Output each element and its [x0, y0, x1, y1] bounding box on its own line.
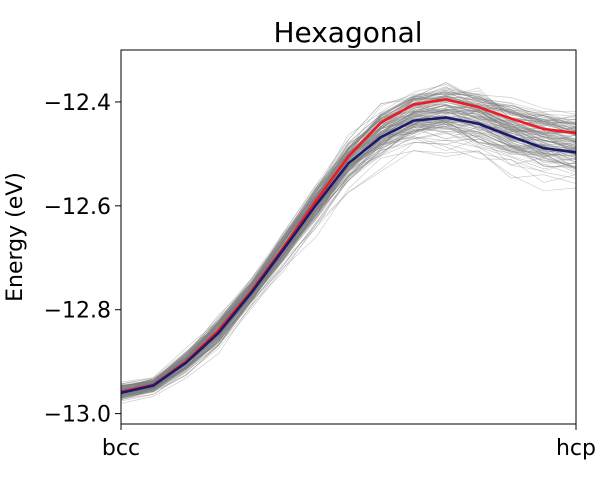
series-lines — [121, 98, 576, 395]
ensemble-line — [121, 122, 576, 398]
ensemble-line — [121, 98, 576, 389]
ensemble-line — [121, 92, 576, 389]
ensemble-line — [121, 120, 576, 394]
y-tick-label: −12.6 — [44, 195, 111, 220]
ensemble-line — [121, 120, 576, 398]
ensemble-line — [121, 116, 576, 392]
ensemble-line — [121, 121, 576, 399]
ensemble-line — [121, 119, 576, 391]
ensemble-line — [121, 92, 576, 384]
x-tick-label: hcp — [556, 436, 596, 461]
ensemble-line — [121, 123, 576, 398]
ensemble-line — [121, 97, 576, 387]
ensemble-line — [121, 128, 576, 397]
ensemble-line — [121, 97, 576, 385]
series-line-2 — [121, 116, 576, 395]
ensemble-line — [121, 142, 576, 400]
ensemble-line — [121, 124, 576, 398]
y-axis-label: Energy (eV) — [3, 172, 28, 302]
ensemble-lines — [121, 82, 576, 404]
ensemble-line — [121, 94, 576, 388]
ensemble-line — [121, 120, 576, 397]
ensemble-line — [121, 150, 576, 402]
ensemble-line — [121, 123, 576, 394]
ensemble-line — [121, 86, 576, 388]
x-tick-label: bcc — [102, 436, 140, 461]
ensemble-line — [121, 96, 576, 392]
ensemble-line — [121, 104, 576, 390]
ensemble-line — [121, 115, 576, 396]
ensemble-line — [121, 133, 576, 400]
ensemble-line — [121, 125, 576, 398]
ensemble-line — [121, 110, 576, 398]
ensemble-line — [121, 117, 576, 393]
ensemble-line — [121, 117, 576, 395]
ensemble-line — [121, 119, 576, 397]
ensemble-line — [121, 121, 576, 397]
ensemble-line — [121, 137, 576, 398]
ensemble-line — [121, 84, 576, 388]
ensemble-line — [121, 104, 576, 390]
ensemble-line — [121, 91, 576, 391]
ensemble-line — [121, 97, 576, 389]
ensemble-line — [121, 123, 576, 401]
x-axis: bcc hcp — [102, 424, 596, 461]
ensemble-line — [121, 139, 576, 404]
ensemble-line — [121, 117, 576, 397]
ensemble-line — [121, 128, 576, 397]
ensemble-line — [121, 102, 576, 391]
ensemble-line — [121, 99, 576, 390]
ensemble-line — [121, 135, 576, 399]
ensemble-line — [121, 95, 576, 390]
ensemble-line — [121, 87, 576, 385]
ensemble-line — [121, 129, 576, 396]
ensemble-line — [121, 93, 576, 389]
ensemble-line — [121, 93, 576, 387]
ensemble-line — [121, 124, 576, 394]
ensemble-line — [121, 118, 576, 395]
ensemble-line — [121, 95, 576, 387]
ensemble-line — [121, 99, 576, 391]
ensemble-line — [121, 82, 576, 386]
ensemble-line — [121, 150, 576, 399]
ensemble-line — [121, 87, 576, 393]
ensemble-line — [121, 91, 576, 388]
chart-title: Hexagonal — [273, 16, 422, 49]
ensemble-line — [121, 82, 576, 387]
ensemble-line — [121, 135, 576, 399]
ensemble-line — [121, 89, 576, 386]
ensemble-line — [121, 125, 576, 397]
ensemble-line — [121, 126, 576, 396]
ensemble-line — [121, 131, 576, 401]
y-axis: −13.0 −12.8 −12.6 −12.4 — [44, 91, 121, 428]
plot-frame — [120, 49, 577, 425]
ensemble-line — [121, 89, 576, 384]
ensemble-line — [121, 92, 576, 387]
ensemble-line — [121, 136, 576, 395]
y-tick-label: −12.4 — [44, 91, 111, 116]
y-tick-label: −13.0 — [44, 403, 111, 428]
ensemble-line — [121, 88, 576, 386]
ensemble-line — [121, 117, 576, 394]
ensemble-line — [121, 88, 576, 386]
ensemble-line — [121, 98, 576, 390]
ensemble-line — [121, 90, 576, 388]
ensemble-line — [121, 107, 576, 392]
plot-area — [121, 82, 576, 404]
ensemble-line — [121, 107, 576, 390]
ensemble-line — [121, 90, 576, 388]
ensemble-line — [121, 96, 576, 392]
y-tick-label: −12.8 — [44, 299, 111, 324]
ensemble-line — [121, 96, 576, 387]
ensemble-line — [121, 126, 576, 399]
ensemble-line — [121, 124, 576, 398]
ensemble-line — [121, 93, 576, 383]
